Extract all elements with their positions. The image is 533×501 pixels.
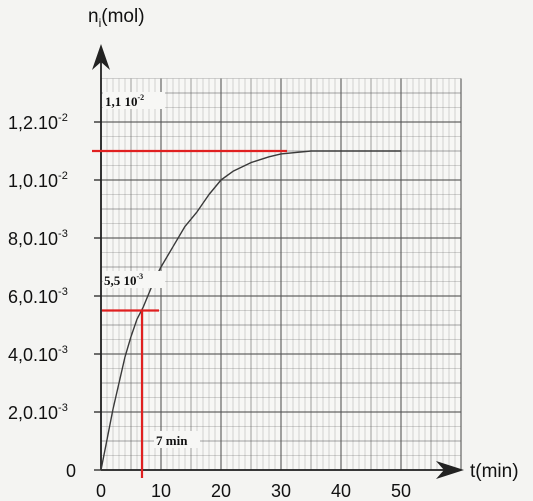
annotation-label-bg (154, 431, 200, 448)
annotation-label-half: 5,5 10-3 (104, 272, 143, 288)
y-tick-label: 4,0.10-3 (8, 344, 68, 365)
y-tick-label: 1,2.10-2 (8, 112, 68, 133)
x-axis-title: t(min) (470, 461, 519, 482)
y-tick-label: 6,0.10-3 (8, 286, 68, 307)
y-axis-title: ni(mol) (88, 6, 145, 30)
annotation-label-bg (103, 271, 165, 288)
y-tick-label: 0 (66, 461, 76, 481)
x-tick-label: 30 (271, 481, 291, 501)
axis-titles: ni(mol) t(min) (88, 6, 519, 482)
x-tick-label: 0 (96, 481, 106, 501)
y-tick-label: 8,0.10-3 (8, 228, 68, 249)
data-series (100, 150, 401, 471)
x-tick-label: 10 (151, 481, 171, 501)
y-tick-label: 2,0.10-3 (8, 402, 68, 423)
axes (92, 44, 464, 479)
x-tick-label: 50 (391, 481, 411, 501)
y-axis-arrow-icon (92, 44, 110, 70)
annotation-label-bg (103, 92, 165, 109)
x-tick-label: 40 (331, 481, 351, 501)
annotation-label-max: 1,1 10-2 (105, 93, 144, 109)
tick-labels: 0 10 20 30 40 50 0 2,0.10-3 4,0.10-3 6,0.10-3 8,0.… (8, 112, 411, 501)
annotations: 1,1 10-2 5,5 10-3 7 min (92, 92, 287, 478)
series-curve (100, 150, 401, 471)
annotation-label-time: 7 min (156, 433, 188, 448)
x-axis-arrow-icon (436, 461, 464, 479)
x-tick-label: 20 (211, 481, 231, 501)
y-tick-label: 1,0.10-2 (8, 170, 68, 191)
